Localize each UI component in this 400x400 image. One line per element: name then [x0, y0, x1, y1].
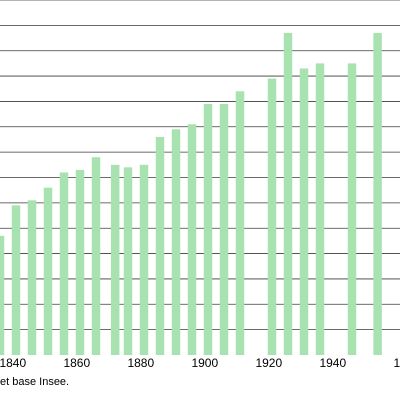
- bar-1836: [0, 235, 5, 355]
- bar-1926: [283, 32, 293, 355]
- bar-1906: [219, 103, 229, 355]
- x-tick-label: 1900: [191, 356, 218, 370]
- bar-1856: [59, 172, 69, 355]
- x-tick-label: 1920: [255, 356, 282, 370]
- bar-1861: [75, 169, 85, 355]
- x-axis-ticks: 1840 1860 1880 1900 1920 1940 1: [0, 356, 400, 370]
- bar-1841: [11, 205, 21, 355]
- bar-1931: [299, 68, 309, 355]
- bar-1891: [171, 129, 181, 355]
- bar-1911: [235, 91, 245, 356]
- bar-1954: [373, 32, 382, 355]
- bar-1851: [43, 187, 53, 355]
- x-tick-label: 1840: [0, 356, 26, 370]
- x-tick-label: 1: [393, 356, 400, 370]
- bar-1901: [203, 103, 213, 355]
- bar-1921: [267, 78, 277, 355]
- bar-1896: [187, 124, 197, 355]
- x-tick-label: 1880: [127, 356, 154, 370]
- bar-1876: [123, 167, 133, 355]
- x-tick-label: 1940: [319, 356, 346, 370]
- bar-1881: [139, 164, 149, 355]
- source-note: et base Insee.: [0, 376, 70, 388]
- bar-1946: [347, 63, 357, 356]
- bar-1866: [91, 157, 101, 355]
- bar-1846: [27, 200, 37, 355]
- bar-1872: [110, 164, 120, 355]
- bars: [0, 32, 382, 356]
- bar-1936: [315, 63, 325, 356]
- x-tick-label: 1860: [63, 356, 90, 370]
- bar-1886: [155, 136, 165, 355]
